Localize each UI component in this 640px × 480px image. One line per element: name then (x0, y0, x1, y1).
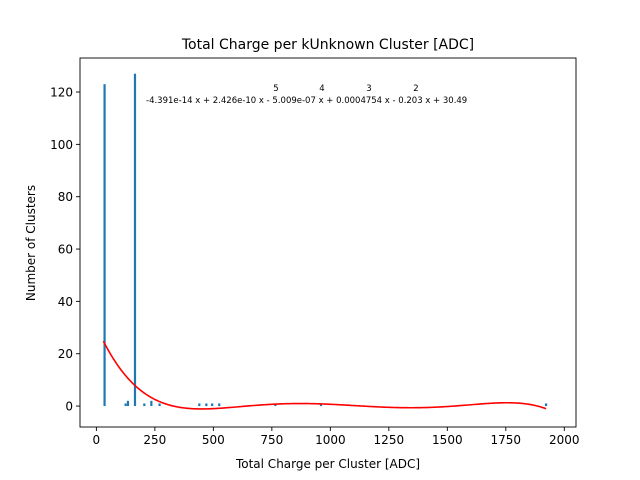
histogram-bars (103, 73, 548, 407)
x-tick-label: 1500 (432, 433, 463, 447)
histogram-bar (126, 400, 130, 407)
y-tick-label: 120 (50, 86, 73, 100)
histogram-bar (150, 400, 153, 407)
x-tick-label: 500 (202, 433, 225, 447)
histogram-bar (544, 403, 548, 407)
histogram-bar (143, 403, 146, 407)
axes (79, 57, 577, 428)
fit-curve (102, 340, 547, 410)
y-axis-label: Number of Clusters (24, 185, 38, 301)
chart-title: Total Charge per kUnknown Cluster [ADC] (181, 37, 474, 53)
x-tick-label: 1000 (315, 433, 346, 447)
fit-equation-exponent: 3 (366, 84, 371, 94)
x-tick-label: 750 (260, 433, 283, 447)
x-tick-label: 250 (143, 433, 166, 447)
y-tick-label: 40 (58, 295, 73, 309)
fit-curve-group (102, 340, 547, 410)
histogram-bar (319, 403, 323, 407)
fit-equation-exponent: 5 (273, 84, 278, 94)
axes-frame (79, 57, 577, 428)
x-ticks: 0 250 500 750 1000 1250 1500 1750 2000 (93, 427, 580, 447)
x-tick-label: 0 (93, 433, 101, 447)
x-axis-label: Total Charge per Cluster [ADC] (235, 457, 420, 471)
y-tick-label: 100 (50, 138, 73, 152)
fit-equation-text: -4.391e-14 x + 2.426e-10 x - 5.009e-07 x… (146, 96, 467, 106)
histogram-bar (211, 403, 214, 407)
fit-equation-exponent: 4 (319, 84, 324, 94)
y-tick-label: 20 (58, 347, 73, 361)
histogram-bar (205, 403, 208, 407)
histogram-bar (158, 403, 161, 407)
histogram-bar (198, 403, 201, 407)
y-ticks: 0 20 40 60 80 100 120 (50, 86, 80, 414)
fit-equation: -4.391e-14 x + 2.426e-10 x - 5.009e-07 x… (146, 84, 467, 106)
histogram-bar (124, 403, 127, 407)
y-tick-label: 60 (58, 243, 73, 257)
y-tick-label: 80 (58, 190, 73, 204)
x-tick-label: 1750 (491, 433, 522, 447)
histogram-bar (133, 73, 137, 407)
histogram-bar (218, 403, 221, 407)
x-tick-label: 2000 (549, 433, 580, 447)
x-tick-label: 1250 (374, 433, 405, 447)
y-tick-label: 0 (65, 400, 73, 414)
fit-equation-exponent: 2 (413, 84, 418, 94)
histogram-bar (103, 84, 106, 407)
